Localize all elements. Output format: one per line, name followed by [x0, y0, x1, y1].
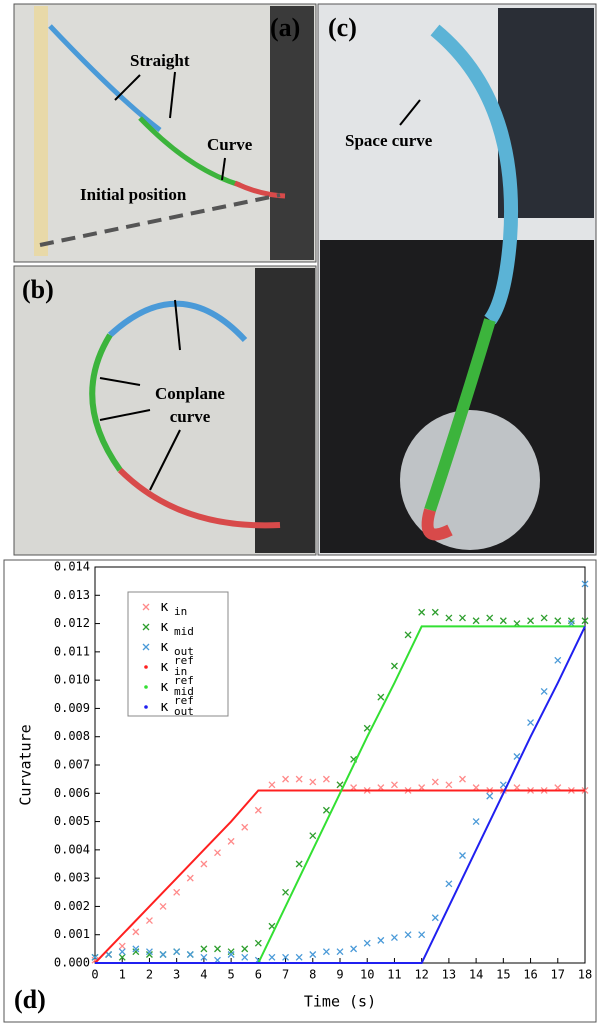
panel-label: (c) [328, 13, 357, 42]
legend-sub: in [174, 605, 187, 618]
x-tick-label: 16 [523, 968, 537, 982]
annotation: Straight [130, 51, 190, 70]
y-tick-label: 0.014 [54, 560, 90, 574]
x-tick-label: 10 [360, 968, 374, 982]
legend-sub: out [174, 705, 194, 718]
annotation: Conplane [155, 384, 225, 403]
y-tick-label: 0.007 [54, 758, 90, 772]
x-tick-label: 3 [173, 968, 180, 982]
x-tick-label: 6 [255, 968, 262, 982]
panel-label: (a) [270, 13, 300, 42]
x-tick-label: 4 [200, 968, 207, 982]
annotation: Curve [207, 135, 253, 154]
annotation: Space curve [345, 131, 433, 150]
annotation: curve [170, 407, 211, 426]
legend-symbol: κ [160, 659, 169, 675]
x-tick-label: 11 [387, 968, 401, 982]
disk [400, 410, 540, 550]
x-tick-label: 14 [469, 968, 483, 982]
y-tick-label: 0.013 [54, 588, 90, 602]
y-tick-label: 0.010 [54, 673, 90, 687]
y-tick-label: 0.005 [54, 814, 90, 828]
figure: (a) Straight Curve Initial position (b) … [0, 0, 600, 1025]
y-tick-label: 0.000 [54, 956, 90, 970]
device [270, 6, 314, 260]
y-axis-label: Curvature [17, 724, 35, 805]
y-tick-label: 0.002 [54, 899, 90, 913]
photo-b: (b) Conplane curve [14, 266, 316, 555]
legend-marker [144, 705, 148, 709]
photo-c: (c) Space curve [318, 4, 596, 555]
x-tick-label: 18 [578, 968, 592, 982]
page: {"photos": [ {"label": "(a)", "annotatio… [0, 0, 600, 1025]
legend-symbol: κ [160, 619, 169, 635]
y-tick-label: 0.012 [54, 616, 90, 630]
x-tick-label: 13 [442, 968, 456, 982]
legend-sub: mid [174, 625, 194, 638]
y-tick-label: 0.003 [54, 871, 90, 885]
x-tick-label: 8 [309, 968, 316, 982]
ruler [34, 6, 48, 256]
x-tick-label: 1 [119, 968, 126, 982]
legend-marker [144, 665, 148, 669]
panel-label: (d) [14, 985, 46, 1014]
y-tick-label: 0.008 [54, 729, 90, 743]
y-tick-label: 0.006 [54, 786, 90, 800]
y-tick-label: 0.011 [54, 644, 90, 658]
y-tick-label: 0.009 [54, 701, 90, 715]
x-tick-label: 12 [414, 968, 428, 982]
x-tick-label: 5 [227, 968, 234, 982]
legend-symbol: κ [160, 699, 169, 715]
y-tick-label: 0.001 [54, 927, 90, 941]
photo-a: (a) Straight Curve Initial position [14, 4, 316, 262]
x-tick-label: 2 [146, 968, 153, 982]
legend-symbol: κ [160, 639, 169, 655]
y-tick-label: 0.004 [54, 842, 90, 856]
x-tick-label: 0 [91, 968, 98, 982]
panel-label: (b) [22, 275, 54, 304]
x-tick-label: 15 [496, 968, 510, 982]
legend-symbol: κ [160, 599, 169, 615]
legend-marker [144, 685, 148, 689]
annotation: Initial position [80, 185, 187, 204]
x-tick-label: 7 [282, 968, 289, 982]
x-tick-label: 9 [336, 968, 343, 982]
x-axis-label: Time (s) [304, 993, 376, 1011]
legend-symbol: κ [160, 679, 169, 695]
device [255, 268, 315, 553]
x-tick-label: 17 [551, 968, 565, 982]
